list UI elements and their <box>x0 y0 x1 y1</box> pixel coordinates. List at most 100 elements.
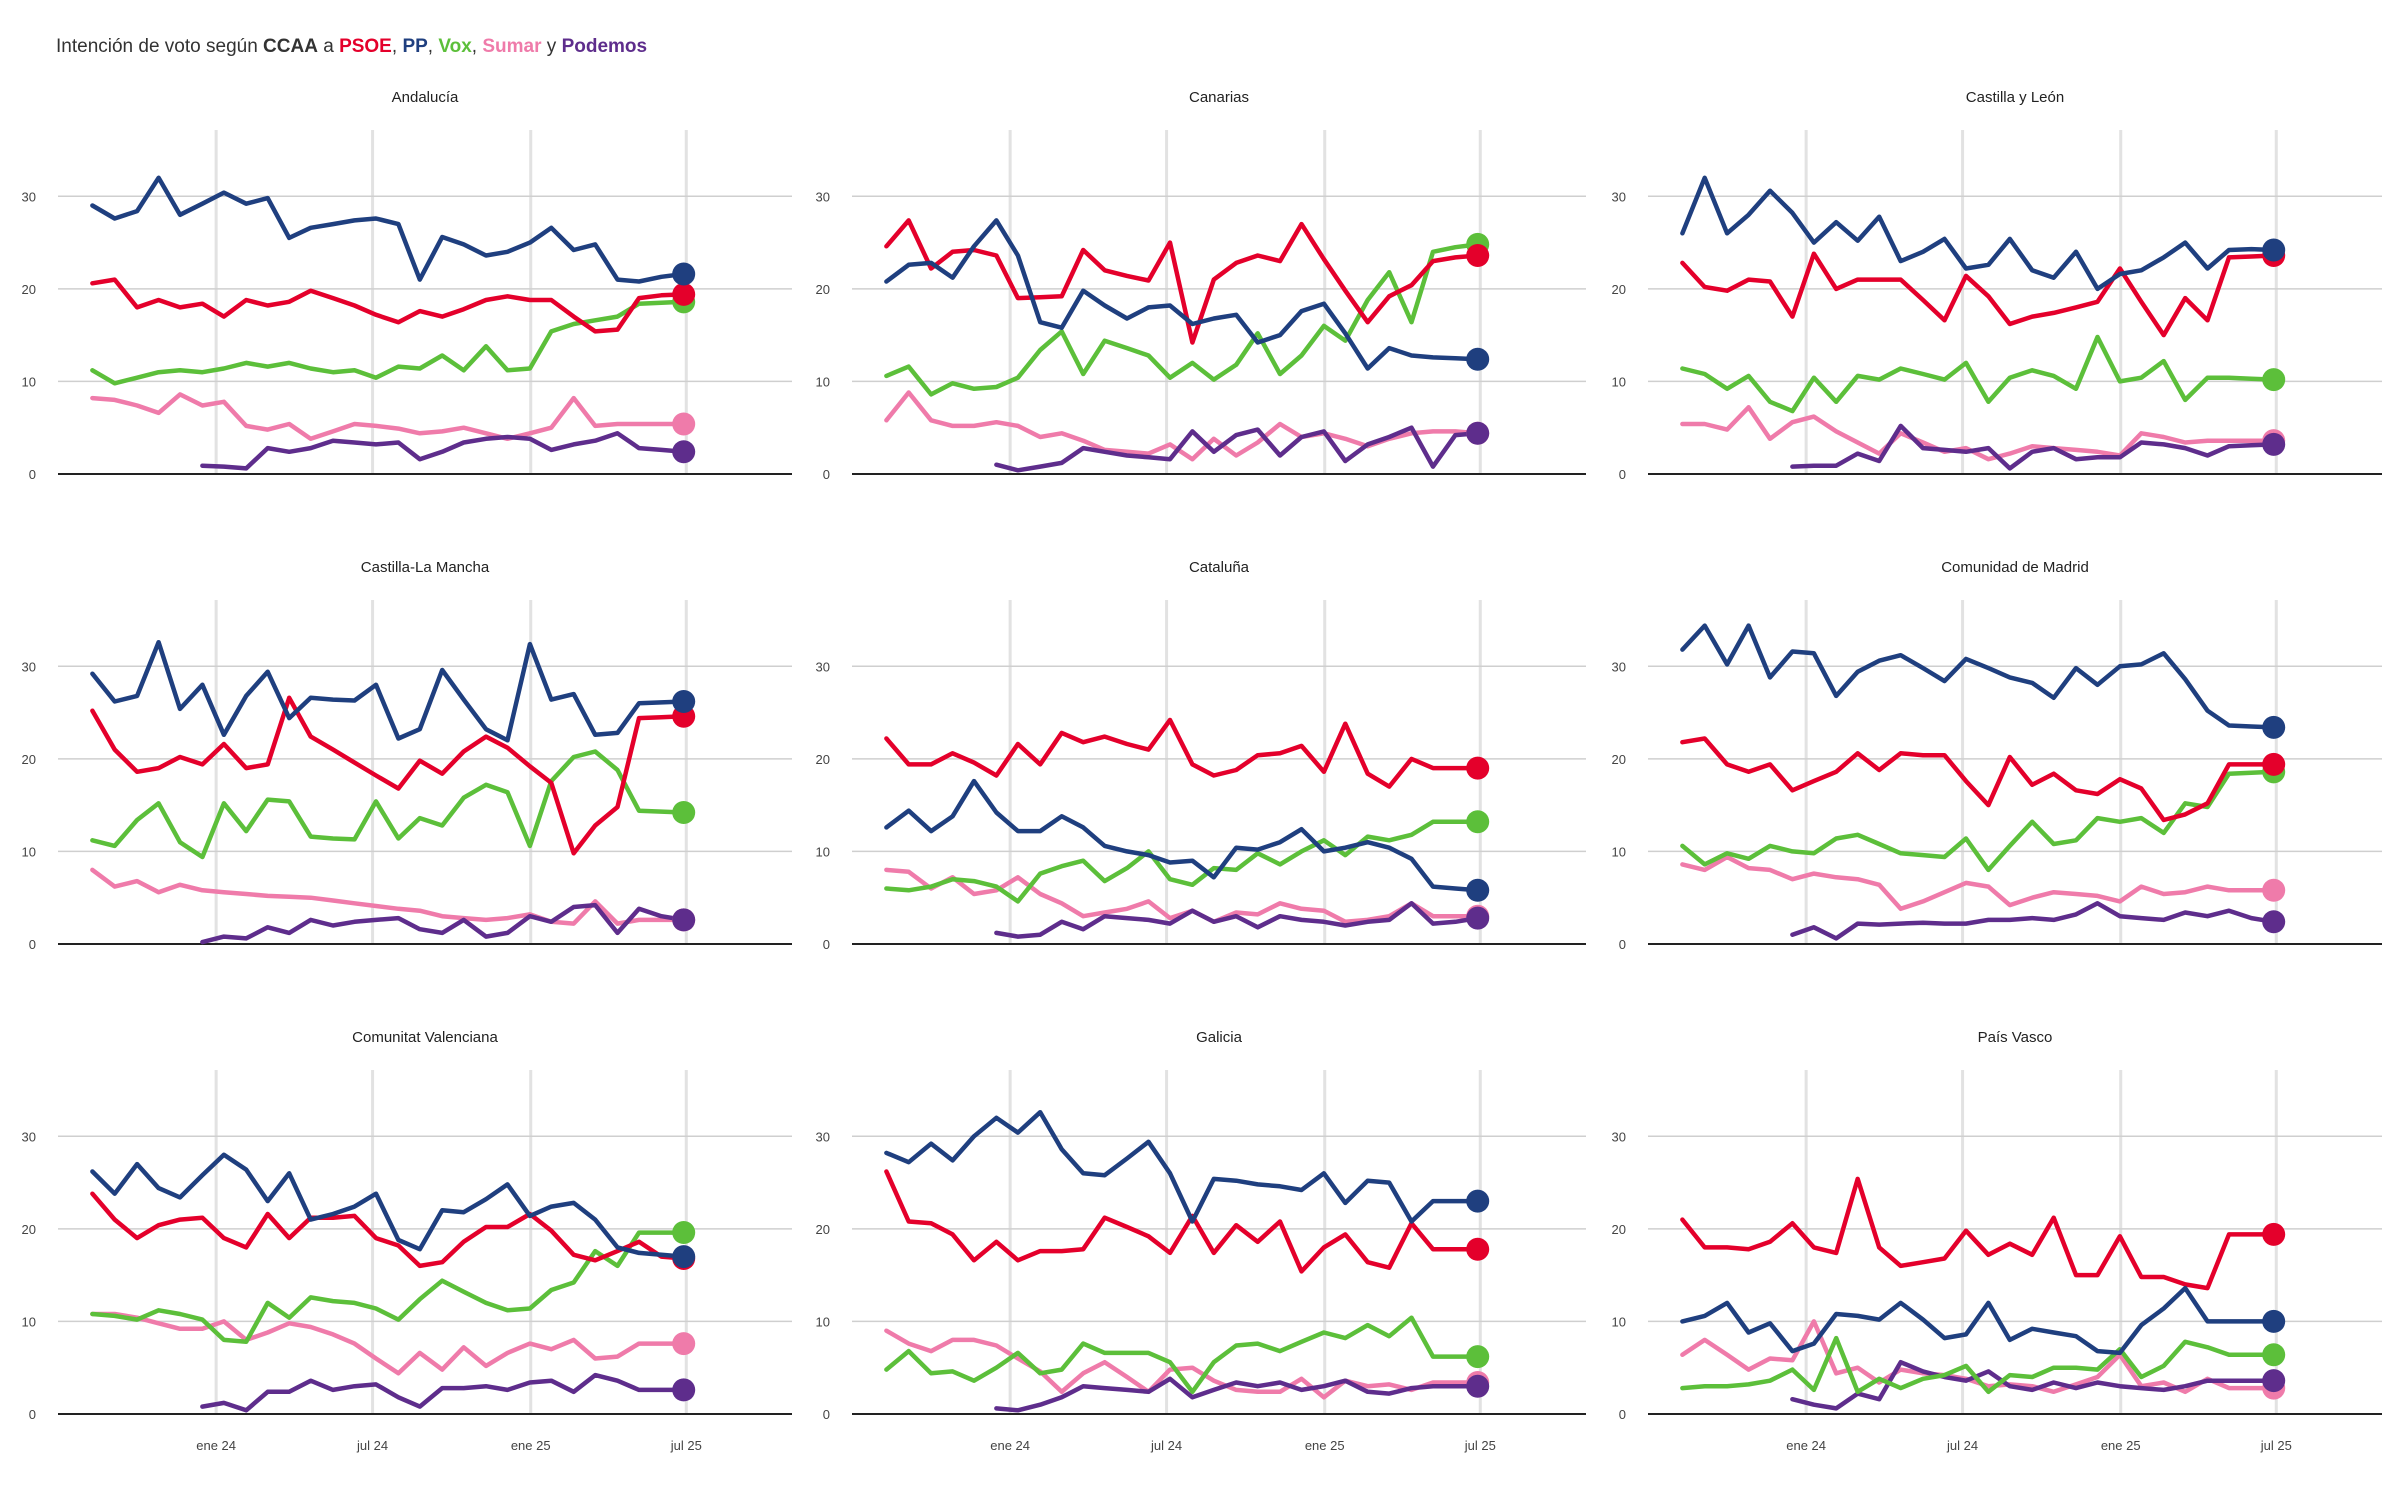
end-marker-podemos <box>1466 421 1490 445</box>
panel-title-cataluna: Cataluña <box>1189 559 1250 576</box>
y-tick-label: 30 <box>22 1129 36 1144</box>
y-tick-label: 30 <box>1612 659 1626 674</box>
series-line-vox <box>884 242 1480 397</box>
end-marker-pp <box>2262 715 2286 739</box>
y-tick-label: 0 <box>823 937 830 952</box>
series-line-sumar <box>90 1311 686 1376</box>
y-tick-label: 0 <box>1619 467 1626 482</box>
y-tick-label: 30 <box>1612 1129 1626 1144</box>
end-marker-vox <box>2262 368 2286 392</box>
end-marker-podemos <box>1466 906 1490 930</box>
x-tick-label: jul 25 <box>2260 1438 2292 1453</box>
series-line-pp <box>1680 175 2276 292</box>
end-marker-podemos <box>2262 910 2286 934</box>
panel-title-castilla-la-mancha: Castilla-La Mancha <box>361 559 490 576</box>
end-marker-pp <box>1466 1189 1490 1213</box>
panel-title-castilla-y-leon: Castilla y León <box>1966 89 2064 106</box>
end-marker-sumar <box>672 1332 696 1356</box>
series-line-vox <box>1680 334 2276 414</box>
series-line-podemos <box>994 901 1480 939</box>
x-tick-label: jul 24 <box>1946 1438 1978 1453</box>
end-marker-vox <box>1466 1345 1490 1369</box>
x-tick-label: ene 25 <box>1305 1438 1345 1453</box>
x-tick-label: ene 24 <box>1786 1438 1826 1453</box>
series-line-podemos <box>1790 423 2276 471</box>
y-tick-label: 10 <box>22 844 36 859</box>
end-marker-psoe <box>2262 1222 2286 1246</box>
series-line-podemos <box>200 902 686 945</box>
series-line-sumar <box>90 392 686 442</box>
x-tick-label: jul 24 <box>356 1438 388 1453</box>
y-tick-label: 0 <box>29 1407 36 1422</box>
series-line-psoe <box>1680 1176 2276 1291</box>
series-line-podemos <box>200 431 686 471</box>
y-tick-label: 0 <box>1619 937 1626 952</box>
panel-cataluna: Cataluña 0 10 20 30 <box>816 559 1586 952</box>
y-tick-label: 30 <box>22 659 36 674</box>
panel-title-galicia: Galicia <box>1196 1029 1243 1046</box>
panel-title-canarias: Canarias <box>1189 89 1249 106</box>
y-tick-label: 30 <box>22 189 36 204</box>
x-tick-label: jul 25 <box>1464 1438 1496 1453</box>
series-line-pp <box>884 218 1480 371</box>
end-marker-pp <box>672 1245 696 1269</box>
series-line-psoe <box>884 1169 1480 1274</box>
panel-castilla-la-mancha: Castilla-La Mancha 0 10 20 30 <box>22 559 792 952</box>
y-tick-label: 10 <box>816 844 830 859</box>
series-line-podemos <box>994 425 1480 473</box>
y-tick-label: 20 <box>22 752 36 767</box>
y-tick-label: 0 <box>823 1407 830 1422</box>
series-line-vox <box>884 1315 1480 1395</box>
title-sep1: , <box>391 36 403 57</box>
title-sep2: , <box>427 36 439 57</box>
y-tick-label: 10 <box>22 374 36 389</box>
end-marker-pp <box>2262 1309 2286 1333</box>
y-tick-label: 10 <box>1612 374 1626 389</box>
title-vox: Vox <box>438 36 472 57</box>
series-line-podemos <box>200 1372 686 1413</box>
end-marker-podemos <box>672 908 696 932</box>
end-marker-psoe <box>1466 244 1490 268</box>
end-marker-pp <box>1466 347 1490 371</box>
end-marker-pp <box>2262 238 2286 262</box>
y-tick-label: 30 <box>816 1129 830 1144</box>
series-line-vox <box>90 1230 686 1345</box>
y-tick-label: 20 <box>1612 1222 1626 1237</box>
series-line-podemos <box>1790 901 2276 941</box>
x-tick-label: jul 24 <box>1150 1438 1182 1453</box>
series-line-pp <box>90 639 686 743</box>
panel-pais-vasco: País Vasco ene 24 jul 24 ene 25 jul 25 0 10 20 3… <box>1612 1029 2382 1453</box>
title-ccaa: CCAA <box>263 36 318 57</box>
title-y: y <box>541 36 562 57</box>
y-tick-label: 20 <box>22 282 36 297</box>
title-pp: PP <box>402 36 428 57</box>
y-tick-label: 20 <box>1612 752 1626 767</box>
end-marker-psoe <box>672 282 696 306</box>
series-line-psoe <box>1680 736 2276 823</box>
end-marker-podemos <box>672 440 696 464</box>
end-marker-pp <box>672 689 696 713</box>
series-line-sumar <box>1680 854 2276 912</box>
end-marker-vox <box>672 1221 696 1245</box>
end-marker-vox <box>672 801 696 825</box>
title-sumar: Sumar <box>482 36 542 57</box>
end-marker-podemos <box>2262 432 2286 456</box>
series-line-podemos <box>1790 1359 2276 1411</box>
title-prefix: Intención de voto según <box>56 36 264 57</box>
end-marker-sumar <box>672 412 696 436</box>
y-tick-label: 10 <box>816 374 830 389</box>
y-tick-label: 30 <box>816 189 830 204</box>
series-line-sumar <box>884 867 1480 925</box>
series-line-pp <box>1680 623 2276 730</box>
title-psoe: PSOE <box>339 36 392 57</box>
series-line-pp <box>884 778 1480 893</box>
series-line-vox <box>1680 1335 2276 1395</box>
series-line-psoe <box>90 277 686 334</box>
end-marker-psoe <box>1466 756 1490 780</box>
end-marker-vox <box>1466 810 1490 834</box>
title-podemos: Podemos <box>561 36 648 57</box>
series-line-pp <box>1680 1285 2276 1356</box>
panel-title-comunidad-de-madrid: Comunidad de Madrid <box>1941 559 2089 576</box>
series-line-pp <box>884 1109 1480 1224</box>
